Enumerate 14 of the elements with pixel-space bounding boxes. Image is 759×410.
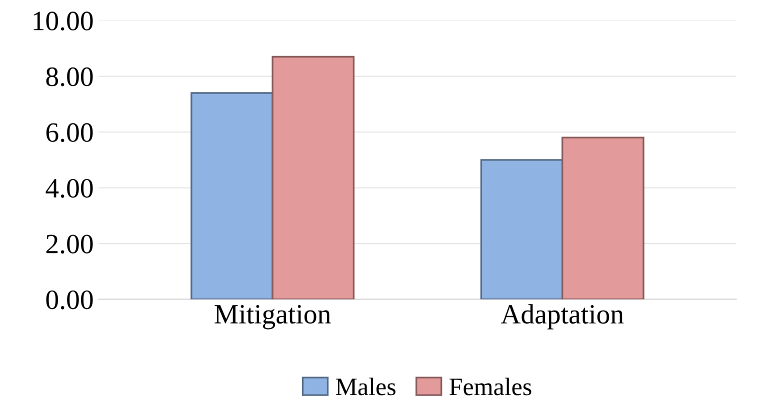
y-tick-label: 2.00 xyxy=(46,234,93,254)
x-tick-label: Mitigation xyxy=(214,304,331,330)
y-tick-label: 8.00 xyxy=(46,67,93,86)
bar xyxy=(272,56,355,300)
y-tick-label: 6.00 xyxy=(46,123,93,142)
bar xyxy=(562,136,644,300)
legend-label: Females xyxy=(450,378,532,396)
y-tick-label: 0.00 xyxy=(46,290,93,310)
y-tick-label: 10.00 xyxy=(34,12,93,31)
y-tick-label: 4.00 xyxy=(46,178,93,198)
bar xyxy=(480,159,564,300)
legend-label: Males xyxy=(336,378,396,396)
x-tick-label: Adaptation xyxy=(500,304,624,330)
bar xyxy=(190,92,274,300)
